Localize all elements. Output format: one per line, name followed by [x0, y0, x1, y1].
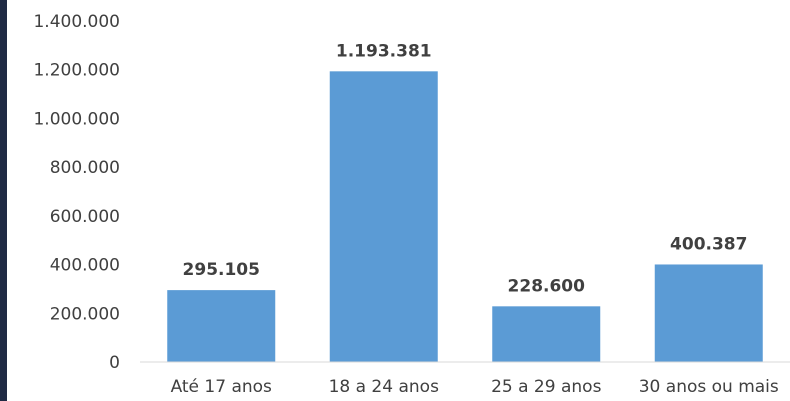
y-tick-label: 400.000	[50, 256, 120, 276]
y-tick-label: 1.200.000	[33, 61, 120, 81]
bar	[167, 290, 276, 362]
data-label: 295.105	[183, 260, 260, 280]
bar	[329, 71, 438, 363]
x-tick-label: Até 17 anos	[171, 377, 272, 397]
y-tick-label: 1.000.000	[33, 109, 120, 129]
y-tick-label: 200.000	[50, 304, 120, 324]
x-tick-label: 18 a 24 anos	[329, 377, 439, 397]
y-tick-label: 800.000	[50, 158, 120, 178]
data-label: 1.193.381	[336, 41, 432, 61]
bar	[492, 306, 601, 362]
y-tick-label: 1.400.000	[33, 12, 120, 32]
y-tick-label: 600.000	[50, 207, 120, 227]
x-tick-label: 30 anos ou mais	[639, 377, 779, 397]
x-tick-label: 25 a 29 anos	[491, 377, 601, 397]
left-accent-bar	[0, 0, 7, 401]
data-label: 228.600	[508, 276, 586, 296]
bar	[654, 264, 763, 362]
y-tick-label: 0	[109, 353, 120, 373]
data-label: 400.387	[670, 234, 747, 254]
